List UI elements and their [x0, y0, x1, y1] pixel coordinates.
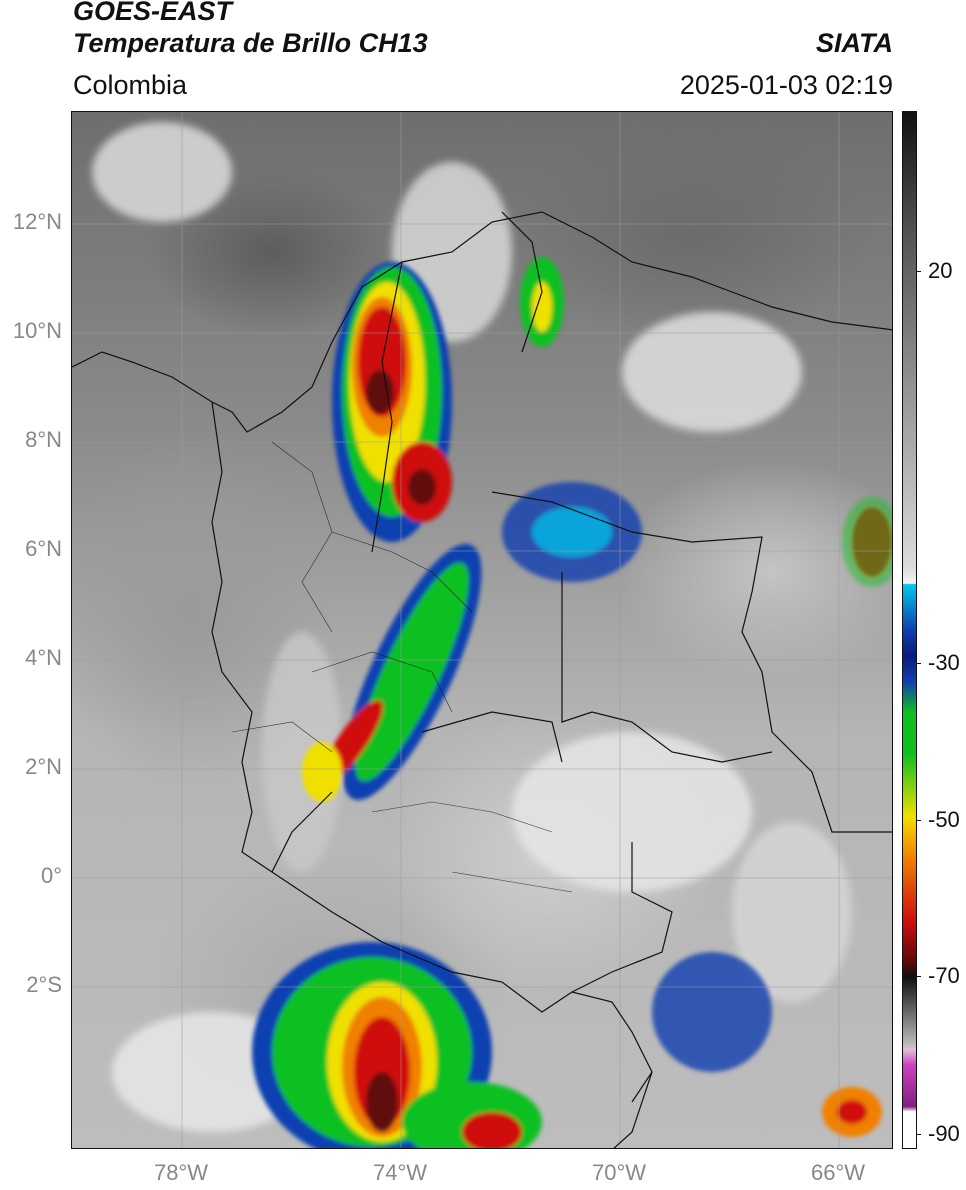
colorbar-label-minus50: -50	[928, 807, 960, 832]
country-borders	[72, 211, 892, 1148]
region-label: Colombia	[73, 70, 188, 100]
colorbar-tick	[916, 976, 921, 977]
lat-label-2s: 2°S	[26, 972, 62, 997]
timestamp-label: 2025-01-03 02:19	[679, 70, 893, 100]
satellite-map[interactable]	[71, 111, 893, 1149]
colorbar-label-20: 20	[928, 258, 953, 283]
lat-label-8n: 8°N	[25, 427, 62, 452]
lat-label-2n: 2°N	[25, 754, 62, 779]
lon-label-74w: 74°W	[372, 1160, 428, 1185]
map-canvas	[72, 112, 892, 1148]
lat-label-12n: 12°N	[12, 209, 62, 234]
lon-label-70w: 70°W	[591, 1160, 647, 1185]
colorbar-tick	[916, 663, 921, 664]
temperature-colorbar	[902, 111, 917, 1149]
department-borders	[231, 441, 573, 893]
colorbar-tick	[916, 271, 921, 272]
colorbar-label-minus70: -70	[928, 963, 960, 988]
lat-label-4n: 4°N	[25, 645, 62, 670]
satellite-title: GOES-EAST	[73, 0, 233, 26]
lat-label-10n: 10°N	[12, 318, 62, 343]
lon-label-78w: 78°W	[153, 1160, 209, 1185]
cloud-layer	[92, 122, 852, 1132]
lon-label-66w: 66°W	[810, 1160, 866, 1185]
convection-layer	[252, 257, 892, 1148]
organization-label: SIATA	[816, 28, 893, 58]
colorbar-label-minus30: -30	[928, 650, 960, 675]
lat-label-0: 0°	[40, 863, 62, 888]
graticule	[72, 112, 892, 1148]
colorbar-tick	[916, 820, 921, 821]
colorbar-tick	[916, 1134, 921, 1135]
product-title: Temperatura de Brillo CH13	[73, 28, 428, 58]
colorbar-label-minus90: -90	[928, 1121, 960, 1146]
lat-label-6n: 6°N	[25, 536, 62, 561]
